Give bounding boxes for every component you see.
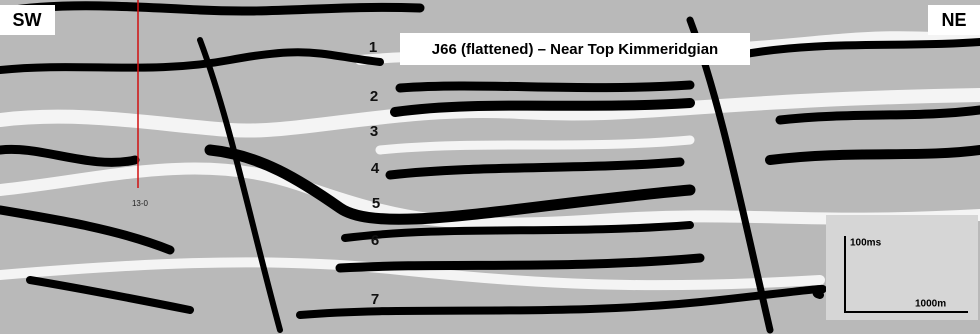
horizon-label: 3 [370, 123, 378, 140]
well-label: 13-0 [132, 199, 149, 208]
horizon-label: 2 [370, 88, 378, 105]
horizon-label: 4 [371, 160, 380, 177]
title: J66 (flattened) – Near Top Kimmeridgian [432, 41, 718, 58]
scale-box [826, 215, 978, 320]
horizon-label: 1 [369, 39, 377, 56]
horizon-label: 5 [372, 195, 380, 212]
scale-time: 100ms [850, 238, 882, 249]
seismic-section: 13-0 SW NE J66 (flattened) – Near Top Ki… [0, 0, 980, 334]
scale-distance: 1000m [915, 299, 946, 310]
horizon-label: 7 [371, 291, 379, 308]
ne-label: NE [941, 10, 966, 30]
horizon-label: 6 [371, 232, 379, 249]
sw-label: SW [13, 10, 42, 30]
